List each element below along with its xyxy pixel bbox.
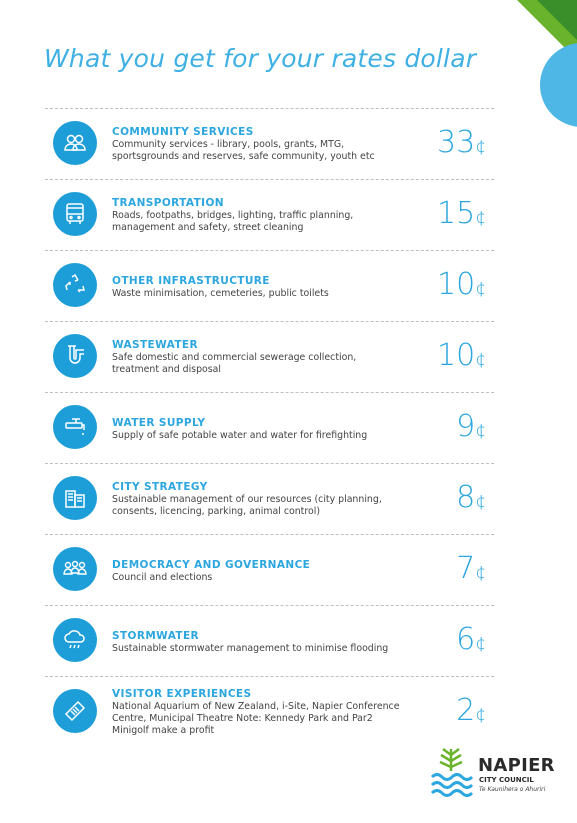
item-amount: 10¢: [437, 336, 486, 380]
cent-unit: ¢: [475, 492, 486, 512]
item-heading: TRANSPORTATION: [112, 197, 224, 209]
item-amount: 8¢: [456, 478, 486, 522]
recycle-icon: [53, 263, 97, 307]
list-item: TRANSPORTATION Roads, footpaths, bridges…: [45, 179, 494, 250]
item-heading: DEMOCRACY AND GOVERNANCE: [112, 559, 311, 571]
item-amount: 9¢: [456, 407, 486, 451]
item-description: National Aquarium of New Zealand, i-Site…: [112, 701, 400, 736]
item-description: Council and elections: [112, 572, 213, 583]
list-item: WASTEWATER Safe domestic and commercial …: [45, 321, 494, 392]
cent-unit: ¢: [475, 137, 486, 157]
people-icon: [53, 547, 97, 591]
logo-tagline: Te Kaunihera o Ahuriri: [479, 786, 546, 793]
cent-unit: ¢: [475, 421, 486, 441]
cent-unit: ¢: [475, 208, 486, 228]
item-description: Roads, footpaths, bridges, lighting, tra…: [112, 210, 354, 233]
amount-value: 7: [456, 551, 476, 586]
item-amount: 10¢: [437, 265, 486, 309]
item-amount: 33¢: [437, 123, 486, 167]
amount-value: 2: [456, 693, 476, 728]
page-title: What you get for your rates dollar: [44, 44, 477, 73]
cent-unit: ¢: [475, 279, 486, 299]
item-description: Sustainable stormwater management to min…: [112, 643, 389, 654]
rates-breakdown-list: COMMUNITY SERVICES Community services - …: [45, 108, 494, 749]
cent-unit: ¢: [475, 563, 486, 583]
logo-subtitle: CITY COUNCIL: [479, 776, 534, 784]
amount-value: 33: [436, 125, 476, 160]
list-item: WATER SUPPLY Supply of safe potable wate…: [45, 392, 494, 463]
bus-icon: [53, 192, 97, 236]
council-logo: NAPIER CITY COUNCIL Te Kaunihera o Ahuri…: [428, 745, 558, 803]
item-amount: 15¢: [437, 194, 486, 238]
list-item: COMMUNITY SERVICES Community services - …: [45, 108, 494, 179]
item-description: Sustainable management of our resources …: [112, 494, 382, 517]
item-description: Supply of safe potable water and water f…: [112, 430, 368, 441]
item-heading: STORMWATER: [112, 630, 200, 642]
amount-value: 9: [456, 409, 476, 444]
community-icon: [53, 121, 97, 165]
item-amount: 7¢: [456, 549, 486, 593]
item-amount: 6¢: [456, 620, 486, 664]
cent-unit: ¢: [475, 350, 486, 370]
logo-name: NAPIER: [478, 755, 555, 776]
list-item: CITY STRATEGY Sustainable management of …: [45, 463, 494, 534]
amount-value: 15: [436, 196, 476, 231]
item-description: Safe domestic and commercial sewerage co…: [112, 352, 357, 375]
item-amount: 2¢: [456, 691, 486, 735]
item-description: Community services - library, pools, gra…: [112, 139, 375, 162]
list-item: VISITOR EXPERIENCES National Aquarium of…: [45, 676, 494, 749]
item-heading: COMMUNITY SERVICES: [112, 126, 254, 138]
item-heading: VISITOR EXPERIENCES: [112, 688, 252, 700]
corner-decoration: [517, 0, 577, 127]
list-item: OTHER INFRASTRUCTURE Waste minimisation,…: [45, 250, 494, 321]
amount-value: 10: [436, 338, 476, 373]
cent-unit: ¢: [475, 634, 486, 654]
item-heading: WATER SUPPLY: [112, 417, 206, 429]
wave-fern-logo-icon: [430, 748, 474, 797]
item-heading: CITY STRATEGY: [112, 481, 208, 493]
amount-value: 10: [436, 267, 476, 302]
cent-unit: ¢: [475, 705, 486, 725]
building-icon: [53, 476, 97, 520]
amount-value: 6: [456, 622, 476, 657]
pipe-icon: [53, 334, 97, 378]
tap-icon: [53, 405, 97, 449]
item-heading: OTHER INFRASTRUCTURE: [112, 275, 270, 287]
list-item: STORMWATER Sustainable stormwater manage…: [45, 605, 494, 676]
rain-cloud-icon: [53, 618, 97, 662]
item-description: Waste minimisation, cemeteries, public t…: [112, 288, 329, 299]
list-item: DEMOCRACY AND GOVERNANCE Council and ele…: [45, 534, 494, 605]
amount-value: 8: [456, 480, 476, 515]
item-heading: WASTEWATER: [112, 339, 198, 351]
ticket-icon: [53, 689, 97, 733]
